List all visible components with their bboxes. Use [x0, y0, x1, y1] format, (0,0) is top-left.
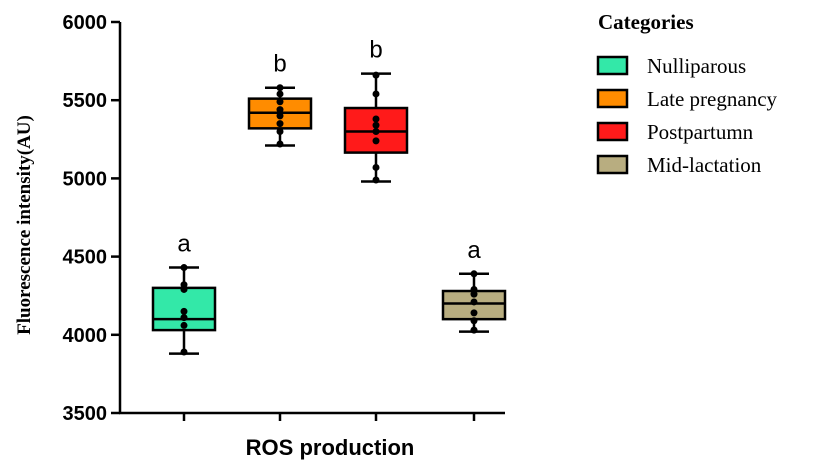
data-point [276, 120, 284, 128]
legend-swatch [596, 154, 629, 175]
box-postpartumn: b [343, 37, 409, 184]
y-tick-label: 5500 [63, 90, 108, 112]
significance-letter: a [177, 231, 191, 258]
significance-letter: b [369, 37, 382, 64]
data-point [180, 348, 188, 356]
data-point [180, 321, 188, 329]
data-point [276, 127, 284, 135]
data-point [372, 176, 380, 184]
data-point [372, 163, 380, 171]
data-point [470, 285, 478, 293]
data-point [372, 71, 380, 79]
data-point [372, 121, 380, 129]
data-point [372, 127, 380, 135]
data-point [470, 309, 478, 317]
data-point [180, 314, 188, 322]
legend-label: Late pregnancy [647, 87, 778, 111]
box-late-pregnancy: b [247, 51, 313, 148]
data-point [276, 98, 284, 106]
data-point [276, 140, 284, 148]
y-tick-label: 4000 [63, 325, 108, 347]
data-point [276, 90, 284, 98]
data-point [470, 317, 478, 325]
data-point [276, 84, 284, 92]
box-nulliparous: a [151, 231, 217, 356]
data-point [372, 137, 380, 145]
data-point [372, 115, 380, 123]
legend-label: Nulliparous [647, 54, 746, 78]
legend-label: Postpartumn [647, 120, 754, 144]
y-tick-label: 6000 [63, 12, 108, 34]
data-point [180, 307, 188, 315]
legend-title: Categories [598, 10, 694, 34]
data-point [180, 264, 188, 272]
data-point [372, 90, 380, 98]
boxes-group: a b b a [151, 37, 507, 356]
y-tick-label: 4500 [63, 247, 108, 269]
axes-group: 3500 4000 4500 5000 5500 6000 [63, 12, 505, 425]
data-point [470, 298, 478, 306]
legend-swatch [596, 88, 629, 109]
x-axis-label: ROS production [246, 435, 415, 460]
box-mid-lactation: a [441, 237, 507, 334]
significance-letter: a [467, 237, 481, 264]
y-tick-label: 5000 [63, 168, 108, 190]
legend-swatch [596, 55, 629, 76]
y-axis-label: Fluorescence intensity(AU) [14, 115, 35, 335]
legend: Categories Nulliparous Late pregnancy Postp… [596, 10, 778, 177]
data-point [276, 106, 284, 114]
legend-label: Mid-lactation [647, 153, 762, 177]
data-point [470, 326, 478, 334]
data-point [470, 270, 478, 278]
data-point [180, 281, 188, 289]
significance-letter: b [273, 51, 286, 78]
legend-swatch [596, 121, 629, 142]
data-point [276, 112, 284, 120]
y-tick-label: 3500 [63, 403, 108, 425]
